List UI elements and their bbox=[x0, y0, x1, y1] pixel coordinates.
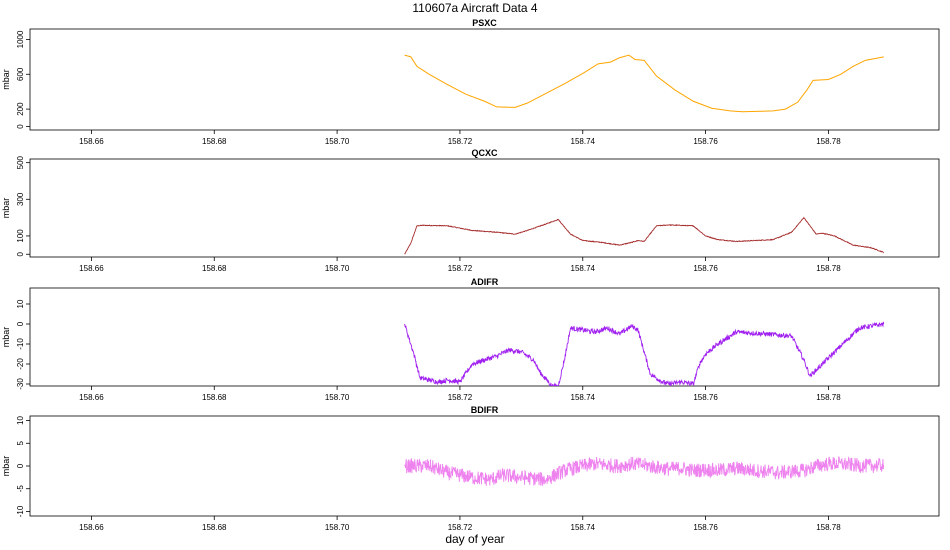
plot-frame bbox=[29, 28, 940, 131]
x-tick-label: 158.70 bbox=[325, 523, 350, 532]
panel-psxc: PSXC 158.66 158.68 158.70 158.72 158.74 158.76… bbox=[1, 18, 940, 146]
x-tick-label: 158.66 bbox=[79, 393, 104, 402]
x-tick-label: 158.78 bbox=[816, 523, 841, 532]
y-tick-label: 0 bbox=[16, 463, 25, 468]
plot-frame bbox=[29, 158, 940, 258]
y-tick-label: 100 bbox=[16, 229, 25, 243]
y-tick-label: 500 bbox=[16, 155, 25, 169]
x-tick-label: 158.76 bbox=[693, 137, 718, 146]
x-tick-label: 158.68 bbox=[202, 137, 227, 146]
x-tick-label: 158.74 bbox=[571, 137, 596, 146]
x-tick-label: 158.70 bbox=[325, 137, 350, 146]
panel-qcxc: QCXC 158.66 158.68 158.70 158.72 158.74 158.76… bbox=[1, 148, 940, 273]
panel-bdifr: BDIFR 158.66 158.68 158.70 158.72 158.74 158.7… bbox=[1, 405, 940, 532]
y-tick-label: 5 bbox=[16, 440, 25, 445]
y-tick-label: 600 bbox=[16, 67, 25, 81]
x-tick-label: 158.70 bbox=[325, 393, 350, 402]
x-tick-label: 158.74 bbox=[571, 393, 596, 402]
chart-panels: PSXC 158.66 158.68 158.70 158.72 158.74 158.76… bbox=[1, 18, 940, 532]
x-tick-label: 158.72 bbox=[448, 137, 473, 146]
x-tick-label: 158.66 bbox=[79, 523, 104, 532]
panel-title: QCXC bbox=[471, 148, 498, 158]
x-tick-label: 158.72 bbox=[448, 523, 473, 532]
y-axis-label: mbar bbox=[1, 456, 11, 477]
y-tick-label: 0 bbox=[16, 321, 25, 326]
x-tick-label: 158.68 bbox=[202, 523, 227, 532]
y-tick-label: 10 bbox=[16, 299, 25, 308]
y-tick-label: -20 bbox=[16, 358, 25, 370]
plot-frame bbox=[29, 287, 940, 387]
panel-title: BDIFR bbox=[471, 405, 499, 415]
x-tick-label: 158.66 bbox=[79, 137, 104, 146]
y-axis-label: mbar bbox=[1, 198, 11, 219]
x-tick-label: 158.78 bbox=[816, 264, 841, 273]
y-tick-label: -5 bbox=[16, 485, 25, 493]
series-line-psxc bbox=[404, 54, 884, 113]
x-tick-label: 158.74 bbox=[571, 264, 596, 273]
y-tick-label: 0 bbox=[16, 124, 25, 129]
y-tick-label: -30 bbox=[16, 378, 25, 390]
x-tick-label: 158.78 bbox=[816, 137, 841, 146]
x-tick-label: 158.76 bbox=[693, 264, 718, 273]
panel-title: ADIFR bbox=[471, 277, 499, 287]
x-tick-label: 158.72 bbox=[448, 393, 473, 402]
y-tick-label: 0 bbox=[16, 251, 25, 256]
x-axis-label: day of year bbox=[445, 532, 504, 546]
series-line-qcxc bbox=[404, 216, 884, 255]
y-tick-label: -10 bbox=[16, 338, 25, 350]
y-tick-label: 300 bbox=[16, 192, 25, 206]
y-tick-label: 10 bbox=[16, 416, 25, 425]
x-tick-label: 158.70 bbox=[325, 264, 350, 273]
y-axis-label: mbar bbox=[1, 69, 11, 90]
panel-adifr: ADIFR 158.66 158.68 158.70 158.72 158.74 158.7… bbox=[1, 277, 940, 402]
x-tick-label: 158.72 bbox=[448, 264, 473, 273]
x-tick-label: 158.76 bbox=[693, 523, 718, 532]
x-tick-label: 158.78 bbox=[816, 393, 841, 402]
x-tick-label: 158.76 bbox=[693, 393, 718, 402]
y-axis-label: mbar bbox=[1, 327, 11, 348]
x-tick-label: 158.74 bbox=[571, 523, 596, 532]
x-tick-label: 158.68 bbox=[202, 264, 227, 273]
x-tick-label: 158.68 bbox=[202, 393, 227, 402]
series-line-bdifr bbox=[404, 456, 885, 486]
chart-title: 110607a Aircraft Data 4 bbox=[412, 1, 538, 15]
x-tick-label: 158.66 bbox=[79, 264, 104, 273]
y-tick-label: 200 bbox=[16, 102, 25, 116]
y-tick-label: -10 bbox=[16, 505, 25, 517]
y-tick-label: 1000 bbox=[16, 30, 25, 48]
series-line-adifr bbox=[404, 321, 885, 386]
panel-title: PSXC bbox=[472, 18, 497, 28]
